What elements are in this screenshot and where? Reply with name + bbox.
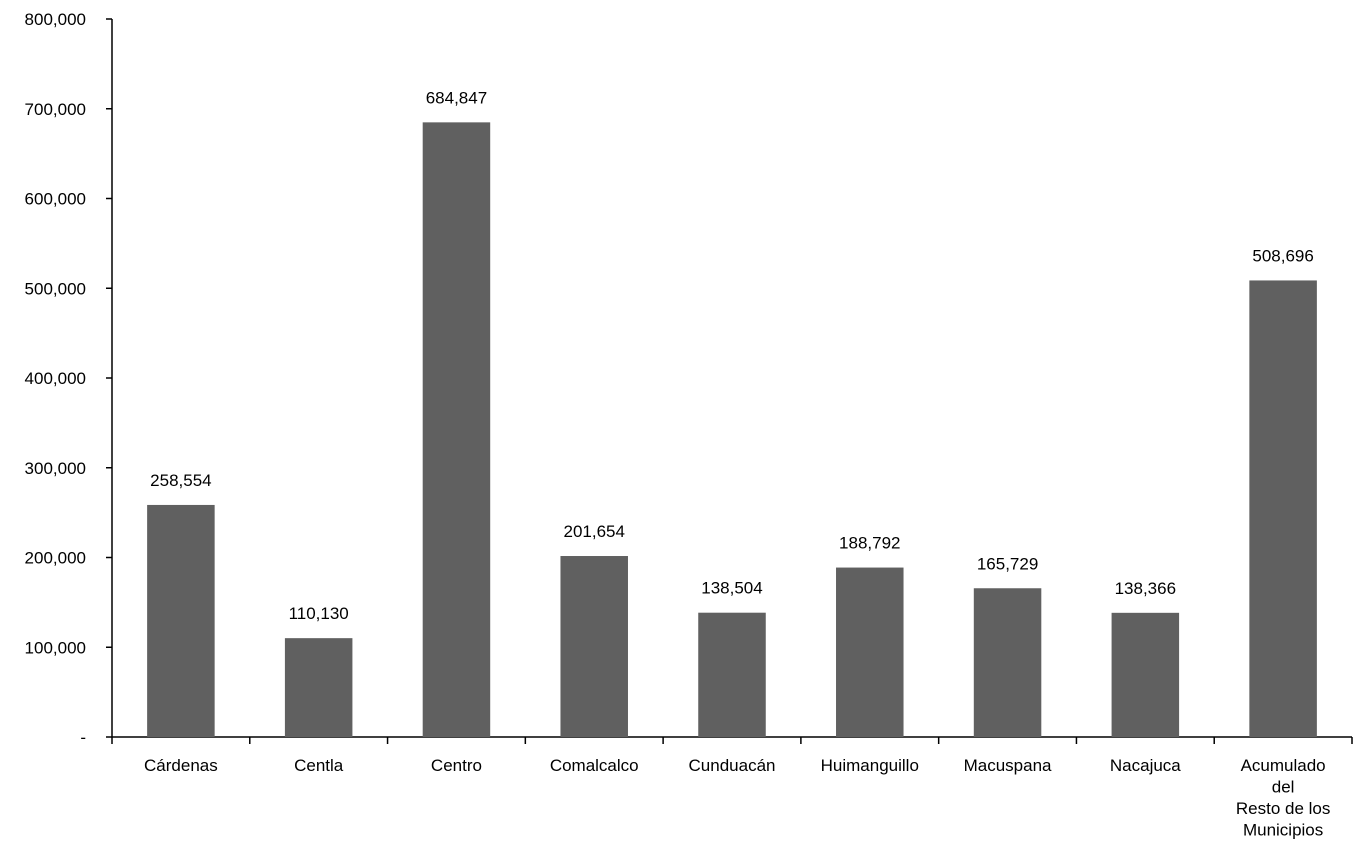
category-label: Centla — [294, 756, 344, 775]
bar — [836, 567, 904, 737]
category-label: Centro — [431, 756, 482, 775]
category-label: Nacajuca — [1110, 756, 1181, 775]
data-label: 110,130 — [289, 604, 349, 623]
y-tick-label: 500,000 — [25, 279, 86, 298]
data-label: 138,504 — [701, 579, 762, 598]
data-label: 201,654 — [563, 522, 624, 541]
y-axis: - 100,000 200,000 300,000 400,000 500,000 600,… — [25, 10, 113, 747]
data-label: 684,847 — [426, 88, 487, 107]
bar — [1111, 612, 1180, 737]
category-label: Acumulado del Resto de los Municipios — [1236, 756, 1331, 840]
bars — [147, 122, 1317, 738]
data-labels: 258,554 110,130 684,847 201,654 138,504 188,7… — [150, 88, 1314, 623]
data-label: 258,554 — [150, 471, 211, 490]
y-tick-label: 400,000 — [25, 369, 86, 388]
data-label: 508,696 — [1252, 246, 1313, 265]
category-label: Macuspana — [964, 756, 1052, 775]
y-tick-label: 100,000 — [25, 638, 86, 657]
category-label: Cunduacán — [689, 756, 776, 775]
bar — [147, 504, 215, 737]
bar — [973, 588, 1042, 737]
bar — [284, 638, 353, 737]
category-label: Huimanguillo — [821, 756, 919, 775]
category-label: Comalcalco — [550, 756, 639, 775]
data-label: 138,366 — [1115, 579, 1176, 598]
category-labels: Cárdenas Centla Centro Comalcalco Cunduacán H… — [144, 756, 1330, 840]
bar — [1249, 280, 1317, 737]
data-label: 165,729 — [977, 554, 1038, 573]
y-tick-label: 300,000 — [25, 459, 86, 478]
y-tick-label: 700,000 — [25, 100, 86, 119]
bar — [422, 122, 491, 738]
bar — [560, 556, 628, 737]
data-label: 188,792 — [839, 534, 900, 553]
category-label: Cárdenas — [144, 756, 218, 775]
y-tick-label: 200,000 — [25, 549, 86, 568]
y-tick-label: - — [80, 728, 86, 747]
y-tick-label: 800,000 — [25, 10, 86, 29]
y-tick-label: 600,000 — [25, 190, 86, 209]
bar — [698, 612, 766, 737]
x-axis — [111, 736, 1353, 744]
